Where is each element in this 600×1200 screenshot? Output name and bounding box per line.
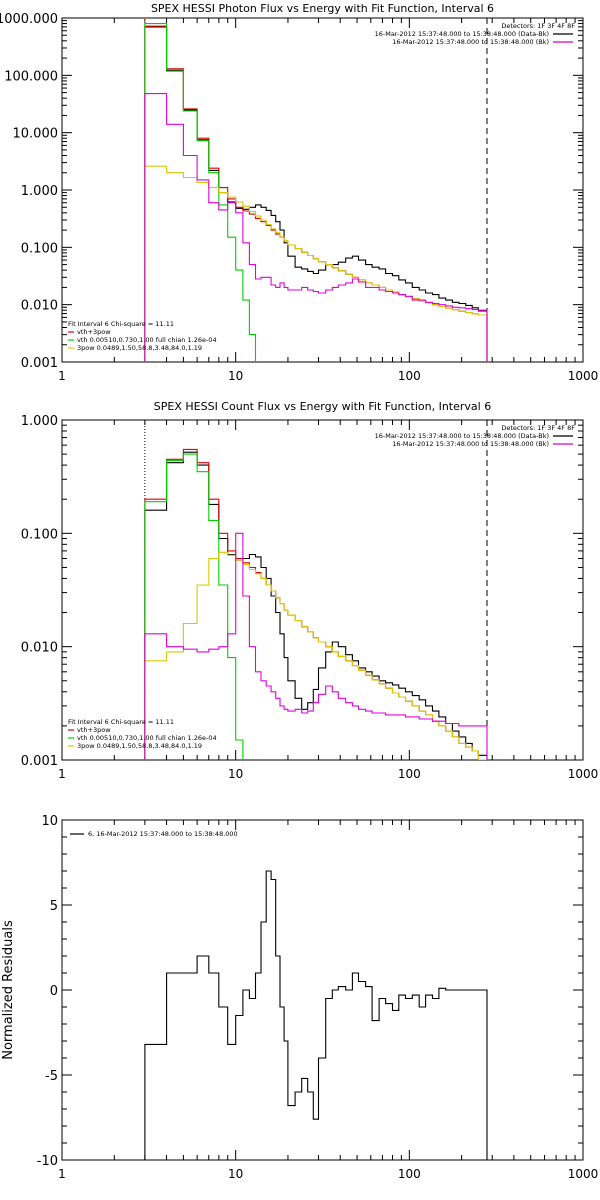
fit-legend-line-1: vth+3pow <box>77 328 111 336</box>
chart-panel-3: 1 10 100 1000 10 5 0 -5 -10 Normalized Residuals 6… <box>1 814 598 1181</box>
y-tick-label: 10 <box>41 814 58 829</box>
x-tick-label: 1000 <box>568 767 599 781</box>
x-tick-label: 100 <box>398 369 421 383</box>
x-tick-label: 1000 <box>568 369 599 383</box>
x-tick-label: 100 <box>398 767 421 781</box>
y-tick-label: -10 <box>37 1154 58 1169</box>
fit-legend-title: Fit Interval 6 Chi-square = 11.11 <box>68 320 174 328</box>
chart-title: SPEX HESSI Count Flux vs Energy with Fit… <box>154 400 491 413</box>
y-tick-label: 0 <box>50 984 58 999</box>
x-tick-label: 1 <box>58 369 66 383</box>
series-3pow <box>144 165 488 362</box>
header-line-1: 16-Mar-2012 15:37:48.000 to 15:38:48.000… <box>375 432 549 440</box>
header-line-2: 16-Mar-2012 15:37:48.000 to 15:38:48.000… <box>392 38 549 46</box>
series-vth-3pow <box>144 25 488 362</box>
chart-panel-2: SPEX HESSI Count Flux vs Energy with Fit… <box>21 400 598 781</box>
series-bk <box>144 532 488 760</box>
x-tick-label: 1 <box>58 1167 66 1181</box>
x-tick-label: 10 <box>228 369 243 383</box>
plot-frame <box>61 419 584 761</box>
fit-legend-line-1: vth+3pow <box>77 726 111 734</box>
y-tick-label: 0.001 <box>21 754 58 769</box>
series-data-bk <box>144 451 488 760</box>
x-tick-label: 100 <box>398 1167 421 1181</box>
plot-frame <box>61 17 584 363</box>
series-vth-3pow <box>144 448 488 760</box>
plot-data <box>144 420 488 760</box>
header-line-1: 16-Mar-2012 15:37:48.000 to 15:38:48.000… <box>375 30 549 38</box>
plot-data <box>144 18 488 362</box>
fit-legend-line-3: 3pow 0.0489,1.50,58.8,3.48,84.0,1.19 <box>77 344 202 352</box>
y-tick-label: 0.100 <box>21 241 58 256</box>
y-tick-label: 1000.000 <box>0 12 58 27</box>
chart-title: SPEX HESSI Photon Flux vs Energy with Fi… <box>151 2 494 15</box>
series-bk <box>144 93 488 362</box>
y-tick-label: -5 <box>45 1069 58 1084</box>
chart-panel-1: SPEX HESSI Photon Flux vs Energy with Fi… <box>0 2 598 383</box>
header-line-0: Detectors: 1F 3F 4F 8F <box>501 22 575 30</box>
fit-legend-line-2: vth 0.00510,0.730,1.00 full chian 1.26e-… <box>77 336 217 344</box>
legend-entry: 6, 16-Mar-2012 15:37:48.000 to 15:38:48.… <box>88 830 238 838</box>
plot-data <box>144 870 488 1160</box>
series-vth <box>144 453 244 760</box>
y-tick-label: 1.000 <box>21 414 58 429</box>
y-tick-label: 100.000 <box>4 69 58 84</box>
series-data-bk <box>144 26 488 362</box>
series-vth <box>144 23 257 362</box>
x-tick-label: 1 <box>58 767 66 781</box>
y-tick-label: 0.001 <box>21 356 58 371</box>
fit-legend-title: Fit Interval 6 Chi-square = 11.11 <box>68 718 174 726</box>
x-tick-label: 10 <box>228 1167 243 1181</box>
x-tick-label: 10 <box>228 767 243 781</box>
y-tick-label: 5 <box>50 899 58 914</box>
series-6 <box>144 870 488 1160</box>
plot-frame <box>61 819 584 1161</box>
fit-legend-line-2: vth 0.00510,0.730,1.00 full chian 1.26e-… <box>77 734 217 742</box>
y-tick-label: 10.000 <box>13 127 59 142</box>
y-tick-label: 0.010 <box>21 641 58 656</box>
y-tick-label: 0.100 <box>21 527 58 542</box>
fit-legend-line-3: 3pow 0.0489,1.50,58.8,3.48,84.0,1.19 <box>77 742 202 750</box>
y-tick-label: 1.000 <box>21 184 58 199</box>
header-line-0: Detectors: 1F 3F 4F 8F <box>501 424 575 432</box>
y-axis-label: Normalized Residuals <box>1 920 16 1060</box>
header-line-2: 16-Mar-2012 15:37:48.000 to 15:38:48.000… <box>392 440 549 448</box>
x-tick-label: 1000 <box>568 1167 599 1181</box>
y-tick-label: 0.010 <box>21 299 58 314</box>
